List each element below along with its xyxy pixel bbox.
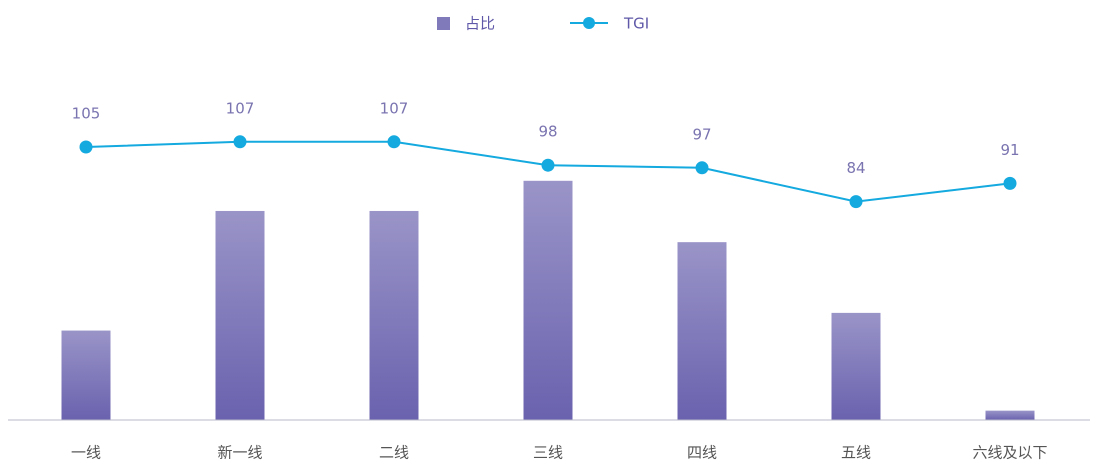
data-label: 97 (692, 125, 711, 143)
x-tick-label: 一线 (71, 444, 101, 462)
bar (369, 210, 419, 420)
x-tick-label: 新一线 (217, 444, 262, 462)
legend-marker (583, 17, 595, 29)
data-label: 98 (538, 123, 557, 141)
line-marker (849, 195, 863, 209)
x-tick-label: 五线 (841, 444, 871, 462)
line-marker (695, 161, 709, 175)
line-marker (1003, 176, 1017, 190)
x-tick-label: 四线 (687, 444, 717, 462)
x-tick-label: 三线 (533, 444, 563, 462)
legend-swatch (437, 17, 450, 30)
line-marker (387, 135, 401, 149)
bar (523, 180, 573, 420)
x-tick-label: 二线 (379, 444, 409, 462)
data-label: 107 (380, 99, 409, 117)
bar (985, 410, 1035, 420)
legend-label: TGI (623, 15, 649, 33)
line-marker (541, 158, 555, 172)
bar (831, 312, 881, 420)
data-label: 91 (1000, 141, 1019, 159)
data-label: 105 (72, 105, 101, 123)
line-marker (79, 140, 93, 154)
legend-label: 占比 (465, 15, 495, 33)
x-tick-label: 六线及以下 (972, 444, 1047, 462)
bar (61, 330, 111, 420)
data-label: 107 (226, 99, 255, 117)
bar (215, 210, 265, 420)
data-label: 84 (846, 159, 865, 177)
line-marker (233, 135, 247, 149)
bar (677, 242, 727, 420)
